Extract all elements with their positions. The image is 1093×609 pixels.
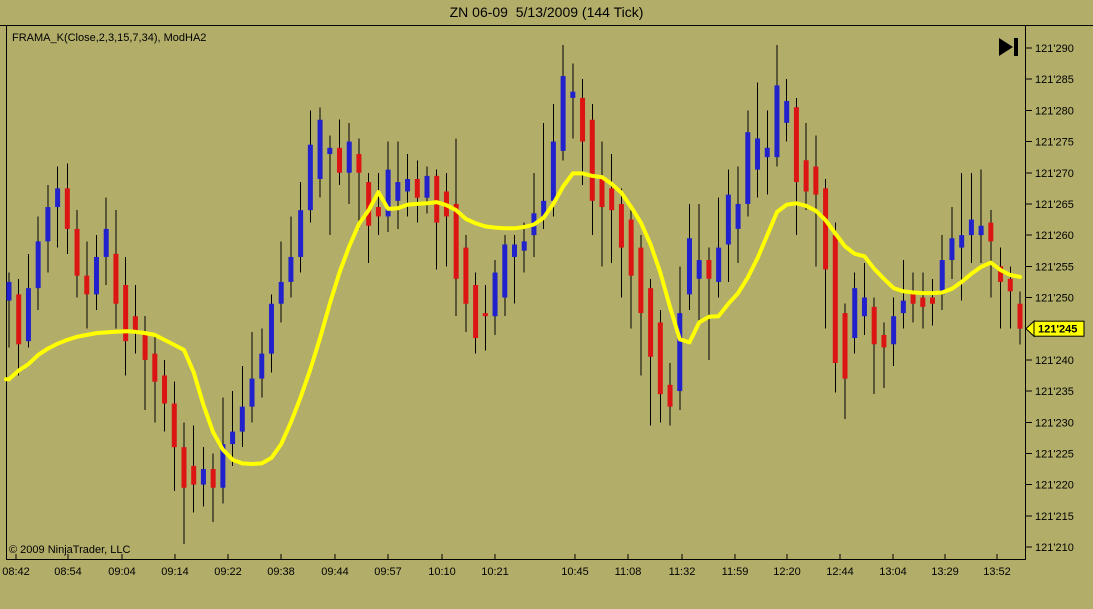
copyright-label: © 2009 NinjaTrader, LLC [9, 544, 131, 556]
price-axis[interactable] [1026, 26, 1093, 559]
chart-plot-area[interactable] [7, 26, 1025, 559]
indicator-label: FRAMA_K(Close,2,3,15,7,34), ModHA2 [12, 32, 207, 44]
play-to-end-icon[interactable] [998, 36, 1022, 58]
window-title: ZN 06-09 5/13/2009 (144 Tick) [0, 0, 1093, 26]
time-axis[interactable] [6, 560, 1025, 588]
